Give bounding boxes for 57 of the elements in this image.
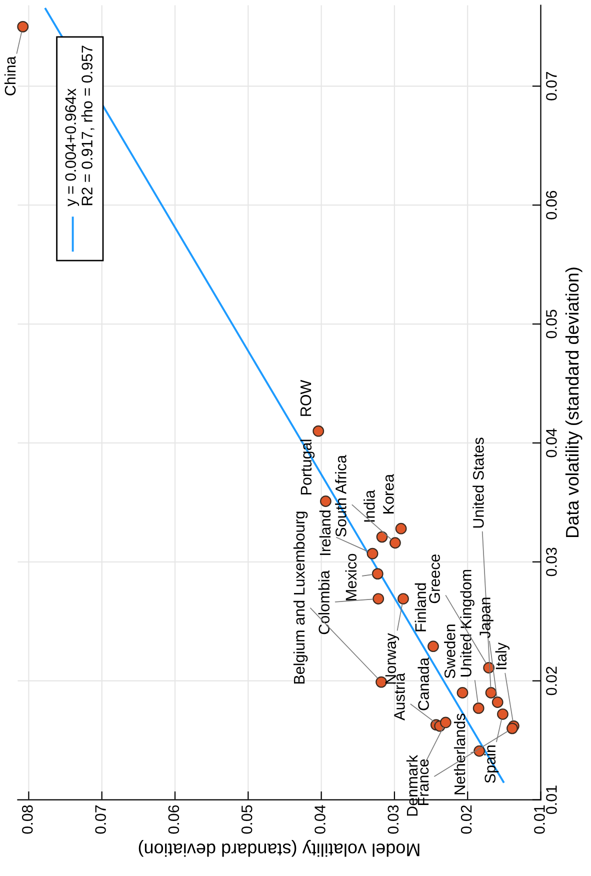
y-tick-label: 0.06	[546, 190, 557, 220]
annotation: Colombia	[318, 570, 330, 634]
x-tick-label: 0.02	[460, 805, 472, 834]
y-axis-title: Data volatility (standard deviation)	[565, 268, 582, 538]
point	[17, 20, 29, 32]
point	[372, 568, 384, 580]
point	[506, 722, 518, 734]
y-tick-label: 0.07	[546, 72, 557, 100]
x-tick-label: 0.04	[314, 805, 326, 834]
x-tick-label: 0.05	[241, 805, 252, 834]
point	[395, 522, 407, 534]
annotation: China	[4, 56, 16, 96]
point	[485, 687, 497, 698]
annotation: Portugal	[300, 440, 315, 494]
x-axis-title: Model volatility (standard deviation)	[138, 840, 420, 857]
annotation: United Kingdom	[460, 570, 474, 676]
point	[472, 702, 484, 714]
annotation: United States	[472, 438, 484, 528]
x-tick-label: 0.06	[168, 805, 180, 834]
point	[428, 640, 439, 652]
annotation: Denmark	[406, 754, 418, 816]
annotation: Ireland	[319, 510, 331, 555]
annotation: Mexico	[345, 554, 357, 600]
point	[456, 687, 468, 698]
annotation: Finland	[414, 583, 426, 632]
y-tick-label: 0.05	[546, 310, 557, 338]
annotation: Italy	[495, 642, 510, 670]
x-tick-label: 0.03	[388, 805, 399, 834]
point	[366, 548, 378, 560]
annotation: South Africa	[335, 454, 346, 537]
annotation: ROW	[300, 380, 312, 416]
point	[440, 716, 452, 728]
annotation: Sweden	[444, 624, 456, 678]
x-tick-label: 0.08	[22, 805, 33, 834]
annotation: Japan	[480, 598, 494, 638]
point	[312, 425, 324, 437]
y-tick-label: 0.04	[546, 428, 557, 458]
annotation: India	[364, 490, 375, 522]
y-tick-label: 0.02	[546, 666, 557, 696]
point	[389, 537, 401, 549]
point	[497, 708, 508, 720]
x-tick-label: 0.07	[95, 805, 106, 834]
text: y = 0.004+0.964x R2 = 0.917, rho = 0.957	[65, 46, 94, 206]
annotation: Belgium and Luxembourg	[293, 512, 308, 684]
point	[320, 496, 332, 507]
annotation: Netherlands	[454, 714, 466, 794]
point	[372, 593, 384, 604]
point	[398, 593, 409, 604]
annotation: Korea	[383, 474, 394, 514]
annotation: Canada	[418, 657, 429, 710]
annotation: France	[418, 759, 429, 805]
point	[376, 531, 388, 543]
annotation: Greece	[429, 554, 440, 604]
point	[492, 696, 504, 708]
y-tick-label: 0.03	[546, 548, 557, 576]
y-tick-label: 0.01	[546, 786, 557, 814]
annotation: Spain	[484, 746, 499, 783]
